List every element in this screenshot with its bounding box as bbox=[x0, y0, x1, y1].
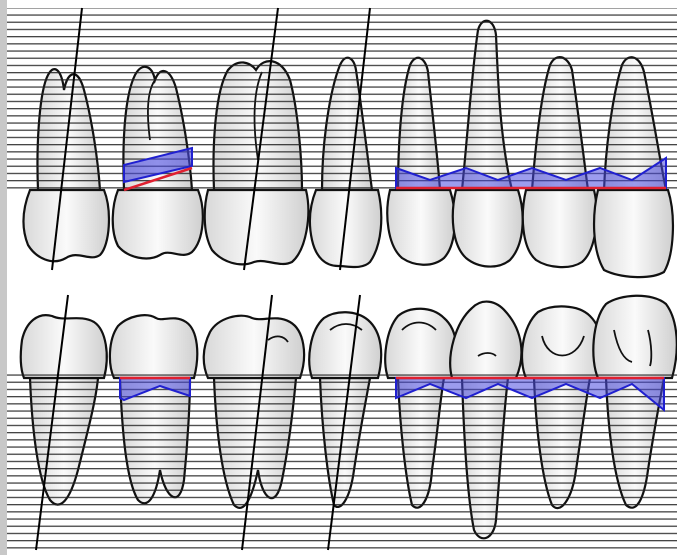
tooth-crown bbox=[521, 188, 598, 269]
cusp-line bbox=[613, 329, 653, 367]
cusp-line bbox=[329, 323, 363, 331]
tooth-crown bbox=[592, 294, 677, 380]
tooth-crown bbox=[111, 188, 204, 260]
blue-band bbox=[123, 146, 193, 184]
reference-lines bbox=[7, 374, 677, 552]
tooth-crown bbox=[592, 188, 675, 279]
blue-band bbox=[395, 377, 665, 413]
reference-lines bbox=[7, 8, 677, 194]
tooth-crown bbox=[384, 307, 458, 380]
left-border bbox=[0, 0, 7, 555]
tooth-crown bbox=[108, 314, 199, 380]
cusp-line bbox=[401, 321, 437, 331]
cusp-line bbox=[541, 335, 585, 357]
tooth-axes bbox=[35, 7, 371, 551]
tooth-crown bbox=[202, 314, 306, 380]
axis-line bbox=[339, 7, 371, 271]
tooth-crown bbox=[203, 188, 310, 266]
axis-line bbox=[243, 7, 279, 271]
axis-line bbox=[241, 294, 273, 551]
cusp-line bbox=[477, 352, 497, 357]
tooth-crown bbox=[386, 188, 456, 266]
red-line bbox=[123, 166, 193, 192]
tooth-crown bbox=[19, 314, 108, 380]
tooth-crown bbox=[22, 188, 111, 263]
tooth-crown bbox=[451, 188, 524, 268]
axis-line bbox=[35, 294, 69, 551]
tooth-crown bbox=[308, 311, 383, 380]
axis-line bbox=[327, 294, 361, 551]
cusp-line bbox=[267, 335, 289, 343]
axis-line bbox=[51, 7, 83, 271]
tooth-crown bbox=[520, 305, 604, 380]
